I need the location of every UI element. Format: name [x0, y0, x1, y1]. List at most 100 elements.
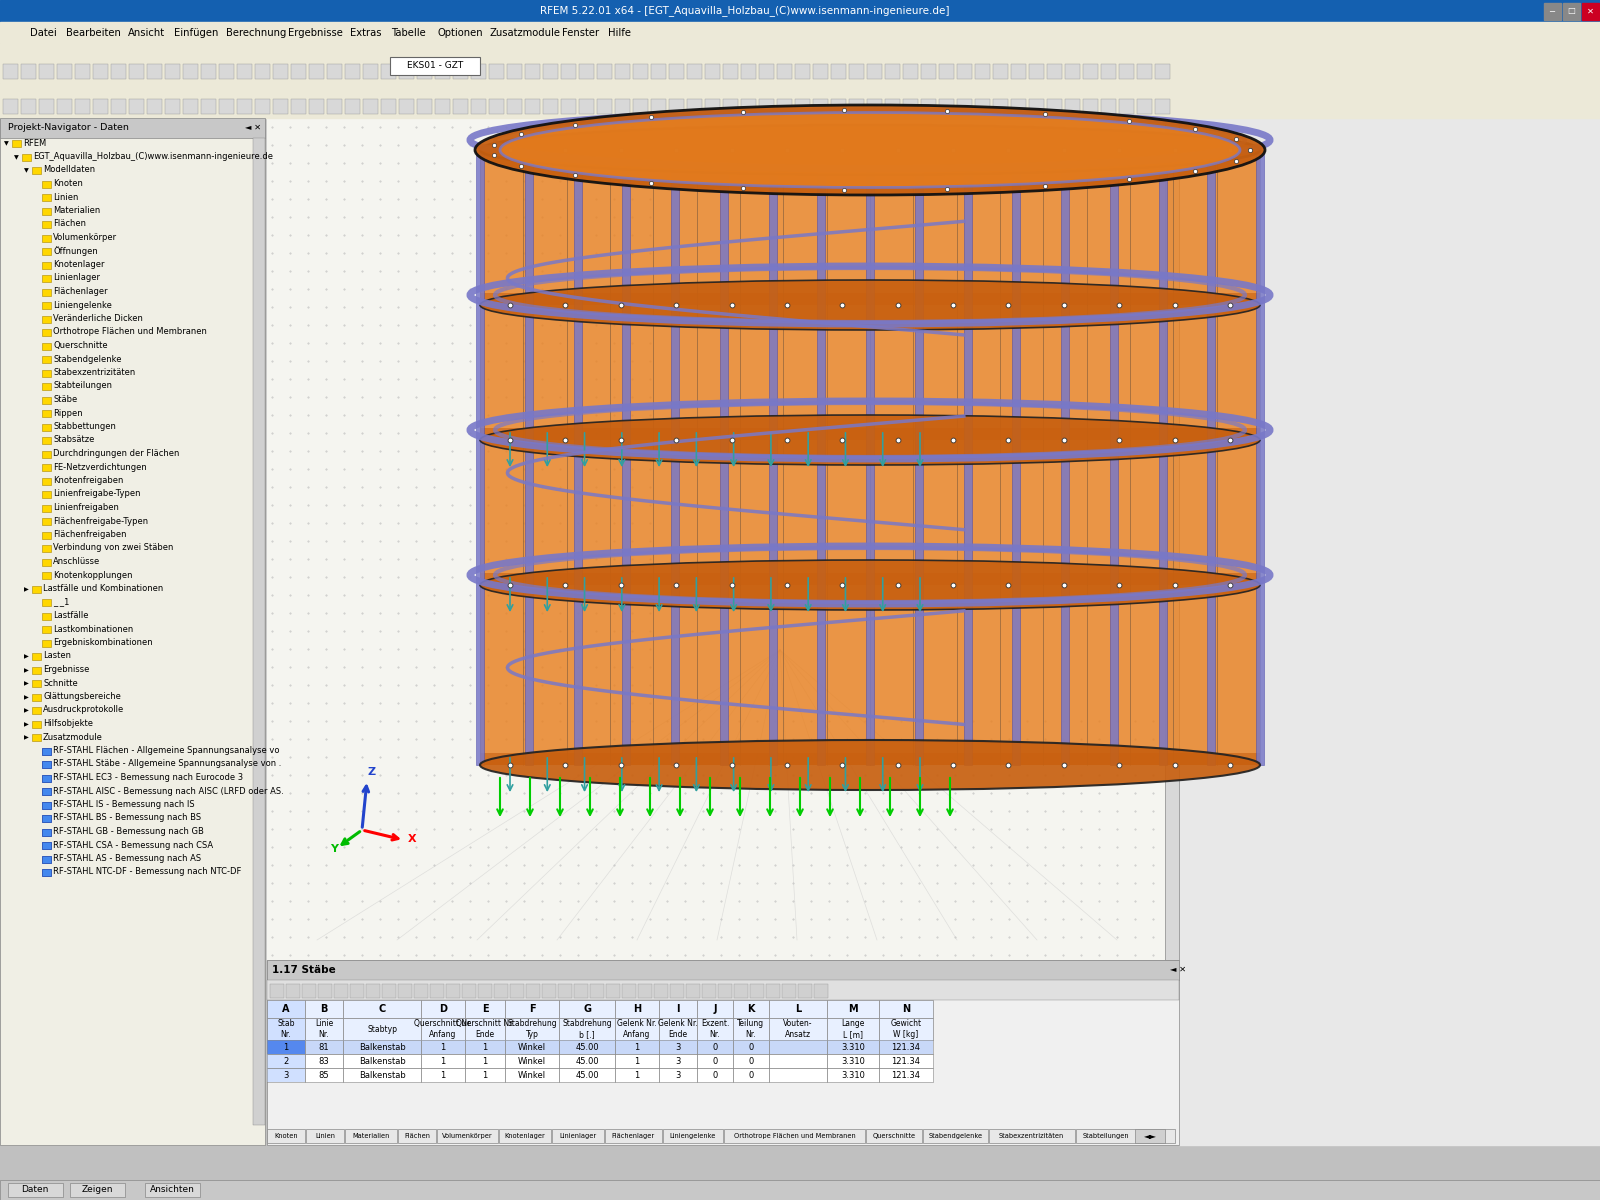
- Text: Stab
Nr.: Stab Nr.: [277, 1019, 294, 1039]
- Bar: [306, 1054, 342, 1068]
- Bar: [698, 1040, 733, 1054]
- Text: D: D: [438, 1004, 446, 1014]
- Bar: [867, 98, 882, 114]
- Text: Ansichten: Ansichten: [149, 1186, 195, 1194]
- Bar: [830, 98, 846, 114]
- Text: Lastfälle: Lastfälle: [53, 611, 88, 620]
- Bar: [75, 98, 90, 114]
- Bar: [267, 1040, 306, 1054]
- Text: ▶: ▶: [24, 722, 29, 727]
- Text: A: A: [282, 1004, 290, 1014]
- Bar: [662, 1129, 723, 1142]
- Bar: [878, 1000, 933, 1018]
- Text: RF-STAHL AISC - Bemessung nach AISC (LRFD oder AS.: RF-STAHL AISC - Bemessung nach AISC (LRF…: [53, 786, 283, 796]
- Bar: [706, 64, 720, 79]
- Text: Ausdruckprotokolle: Ausdruckprotokolle: [43, 706, 125, 714]
- Bar: [110, 98, 126, 114]
- Text: Querschnitt Nr.
Ende: Querschnitt Nr. Ende: [456, 1019, 514, 1039]
- Bar: [622, 984, 637, 998]
- Bar: [42, 302, 51, 308]
- Text: Winkel: Winkel: [518, 1043, 546, 1051]
- Text: FE-Netzverdichtungen: FE-Netzverdichtungen: [53, 462, 147, 472]
- Bar: [42, 356, 51, 362]
- Bar: [22, 154, 30, 161]
- Text: Modelldaten: Modelldaten: [43, 166, 94, 174]
- Bar: [923, 1129, 987, 1142]
- Text: Knotenlager: Knotenlager: [504, 1133, 546, 1139]
- Text: RFEM: RFEM: [22, 138, 46, 148]
- Bar: [902, 98, 918, 114]
- Bar: [1155, 64, 1170, 79]
- Bar: [435, 98, 450, 114]
- Bar: [42, 869, 51, 876]
- Text: ▼: ▼: [3, 142, 8, 146]
- Bar: [670, 984, 685, 998]
- Text: Öffnungen: Öffnungen: [53, 246, 98, 256]
- Bar: [421, 1068, 466, 1082]
- Text: Projekt-Navigator - Daten: Projekt-Navigator - Daten: [8, 124, 130, 132]
- Bar: [480, 150, 1261, 305]
- Text: 1: 1: [440, 1056, 446, 1066]
- Text: Balkenstab: Balkenstab: [358, 1043, 405, 1051]
- Bar: [506, 1054, 558, 1068]
- Bar: [795, 98, 810, 114]
- Bar: [827, 1018, 878, 1040]
- Text: Datei: Datei: [30, 28, 56, 38]
- Text: Knoten: Knoten: [274, 1133, 298, 1139]
- Text: Einfügen: Einfügen: [174, 28, 219, 38]
- Text: Y: Y: [330, 844, 338, 854]
- Bar: [32, 720, 42, 727]
- Bar: [363, 98, 378, 114]
- Bar: [480, 428, 1261, 440]
- Bar: [827, 1068, 878, 1082]
- Bar: [42, 396, 51, 403]
- Bar: [814, 984, 829, 998]
- Text: 0: 0: [749, 1070, 754, 1080]
- Bar: [42, 424, 51, 431]
- Bar: [165, 64, 179, 79]
- Bar: [267, 1018, 306, 1040]
- Bar: [32, 666, 42, 673]
- Bar: [733, 1054, 770, 1068]
- Bar: [480, 754, 1261, 766]
- Text: 1: 1: [634, 1043, 640, 1051]
- Text: ▶: ▶: [24, 587, 29, 592]
- Bar: [42, 437, 51, 444]
- Bar: [32, 680, 42, 686]
- Bar: [446, 984, 461, 998]
- Text: Durchdringungen der Flächen: Durchdringungen der Flächen: [53, 449, 179, 458]
- Bar: [254, 64, 270, 79]
- Text: S...: S...: [1150, 1133, 1162, 1139]
- Bar: [573, 150, 581, 766]
- Bar: [770, 1000, 827, 1018]
- Text: RF-STAHL CSA - Bemessung nach CSA: RF-STAHL CSA - Bemessung nach CSA: [53, 840, 213, 850]
- Bar: [507, 64, 522, 79]
- Text: Gelenk Nr.
Anfang: Gelenk Nr. Anfang: [618, 1019, 658, 1039]
- Bar: [733, 1040, 770, 1054]
- Bar: [552, 1129, 605, 1142]
- Bar: [267, 960, 1179, 980]
- Bar: [507, 98, 522, 114]
- Bar: [614, 1018, 659, 1040]
- Bar: [398, 984, 413, 998]
- Bar: [798, 984, 813, 998]
- Bar: [1101, 64, 1117, 79]
- Text: RF-STAHL AS - Bemessung nach AS: RF-STAHL AS - Bemessung nach AS: [53, 854, 202, 863]
- Bar: [827, 1040, 878, 1054]
- Text: Materialien: Materialien: [352, 1133, 390, 1139]
- Bar: [974, 64, 990, 79]
- Bar: [614, 1000, 659, 1018]
- Bar: [42, 464, 51, 470]
- Bar: [309, 64, 323, 79]
- Bar: [466, 1040, 506, 1054]
- Bar: [782, 984, 797, 998]
- Bar: [309, 98, 323, 114]
- Text: ▶: ▶: [24, 682, 29, 686]
- Bar: [21, 64, 35, 79]
- Bar: [291, 98, 306, 114]
- Text: B: B: [320, 1004, 328, 1014]
- Bar: [1118, 98, 1134, 114]
- Text: Berechnung: Berechnung: [226, 28, 286, 38]
- Bar: [398, 64, 414, 79]
- Text: Lange
L [m]: Lange L [m]: [842, 1019, 864, 1039]
